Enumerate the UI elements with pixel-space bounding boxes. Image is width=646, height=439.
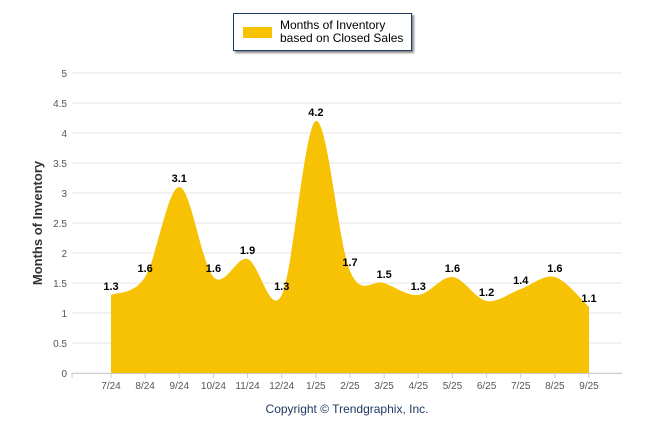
- y-tick-label: 0: [61, 369, 67, 380]
- x-tick-label: 11/24: [235, 381, 260, 392]
- x-tick-label: 5/25: [443, 381, 463, 392]
- data-label: 1.5: [376, 269, 391, 281]
- x-tick-label: 8/25: [545, 381, 565, 392]
- x-tick-label: 4/25: [409, 381, 429, 392]
- x-tick-label: 7/24: [101, 381, 121, 392]
- x-tick-label: 9/24: [170, 381, 190, 392]
- data-label: 1.6: [206, 263, 221, 275]
- data-label: 1.7: [342, 257, 357, 269]
- x-tick-label: 6/25: [477, 381, 497, 392]
- y-axis-title: Months of Inventory: [30, 160, 45, 285]
- y-tick-label: 0.5: [53, 339, 67, 350]
- y-tick-label: 3.5: [53, 159, 67, 170]
- data-label: 1.3: [274, 281, 289, 293]
- x-tick-label: 8/24: [135, 381, 155, 392]
- data-label: 1.3: [411, 281, 426, 293]
- legend-swatch: [243, 26, 272, 38]
- x-tick-label: 3/25: [374, 381, 394, 392]
- legend-label: Months of Inventory based on Closed Sale…: [280, 18, 404, 45]
- data-label: 1.2: [479, 287, 494, 299]
- data-label: 1.4: [513, 275, 529, 287]
- x-tick-label: 7/25: [511, 381, 531, 392]
- y-tick-label: 4: [61, 129, 67, 140]
- y-tick-label: 2: [61, 249, 67, 260]
- series-area: [111, 120, 589, 373]
- data-label: 1.6: [137, 263, 152, 275]
- data-label: 3.1: [172, 173, 187, 185]
- y-tick-label: 1.5: [53, 279, 67, 290]
- data-label: 1.1: [581, 293, 596, 305]
- data-label: 1.6: [547, 263, 562, 275]
- x-tick-label: 10/24: [201, 381, 226, 392]
- y-tick-label: 5: [61, 69, 67, 80]
- x-tick-label: 12/24: [269, 381, 294, 392]
- y-tick-label: 2.5: [53, 219, 67, 230]
- y-tick-label: 1: [61, 309, 67, 320]
- data-label: 1.3: [103, 281, 118, 293]
- x-tick-label: 1/25: [306, 381, 326, 392]
- x-tick-label: 2/25: [340, 381, 360, 392]
- data-label: 4.2: [308, 107, 323, 119]
- data-label: 1.9: [240, 245, 255, 257]
- copyright-footer: Copyright © Trendgraphix, Inc.: [265, 402, 429, 416]
- y-tick-label: 3: [61, 189, 67, 200]
- x-tick-label: 9/25: [579, 381, 599, 392]
- legend[interactable]: Months of Inventory based on Closed Sale…: [233, 13, 412, 51]
- data-label: 1.6: [445, 263, 460, 275]
- y-tick-label: 4.5: [53, 99, 67, 110]
